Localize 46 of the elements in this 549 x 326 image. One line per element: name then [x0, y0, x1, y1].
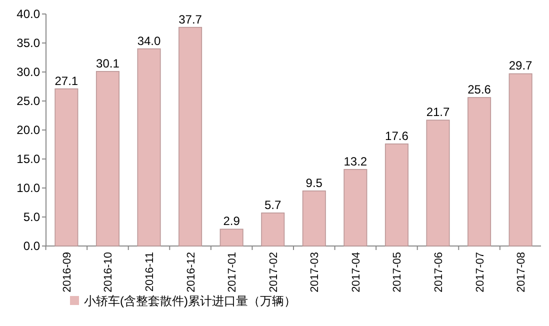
- text: 2.9: [223, 214, 240, 228]
- bar: [54, 88, 78, 246]
- bar: [178, 26, 202, 246]
- text: 25.6: [468, 82, 491, 97]
- y-tick-label: 25.0: [16, 94, 40, 108]
- bar: [508, 73, 532, 246]
- x-tick-label: 2017-04: [350, 252, 362, 292]
- text: 37.7: [178, 12, 202, 26]
- x-tick-label: 2017-06: [432, 252, 445, 292]
- text: 27.1: [54, 74, 78, 88]
- bar: [426, 120, 450, 246]
- y-tick-label: 35.0: [16, 36, 40, 50]
- bar: [261, 212, 285, 246]
- text: 34.0: [137, 34, 161, 48]
- bar: [302, 190, 326, 246]
- text: 9.5: [306, 176, 322, 190]
- y-tick-label: 0.0: [23, 239, 40, 253]
- y-tick-label: 10.0: [16, 181, 40, 195]
- x-tick-label: 2017-07: [474, 252, 486, 292]
- y-tick-label: 20.0: [16, 123, 40, 137]
- x-tick-label: 2016-10: [102, 252, 115, 292]
- y-tick-label: 15.0: [16, 152, 40, 166]
- x-tick-label: 2017-05: [392, 252, 404, 292]
- text: 13.2: [344, 154, 368, 168]
- bar: [468, 97, 492, 246]
- x-tick-label: 2017-03: [309, 252, 322, 292]
- x-tick-label: 2017-01: [226, 252, 239, 292]
- x-tick-label: 2017-08: [516, 252, 528, 292]
- bar: [384, 144, 408, 246]
- bar: [220, 228, 244, 246]
- bar: [137, 48, 161, 246]
- x-tick-label: 2017-02: [268, 252, 280, 292]
- y-tick-label: 40.0: [16, 7, 40, 21]
- y-tick-label: 5.0: [23, 210, 40, 224]
- text: 5.7: [264, 198, 282, 212]
- text: 21.7: [426, 105, 450, 120]
- x-tick-label: 2016-11: [144, 252, 156, 292]
- text: 29.7: [508, 58, 532, 73]
- text: 30.1: [96, 56, 120, 70]
- text: 17.6: [385, 128, 408, 143]
- y-tick-label: 30.0: [16, 65, 40, 79]
- x-tick-label: 2016-09: [61, 252, 74, 292]
- legend-label: 小轿车(含整套散件)累计进口量（万辆）: [84, 294, 296, 308]
- bar: [96, 71, 120, 246]
- x-tick-label: 2016-12: [185, 252, 198, 292]
- bar: [344, 169, 368, 246]
